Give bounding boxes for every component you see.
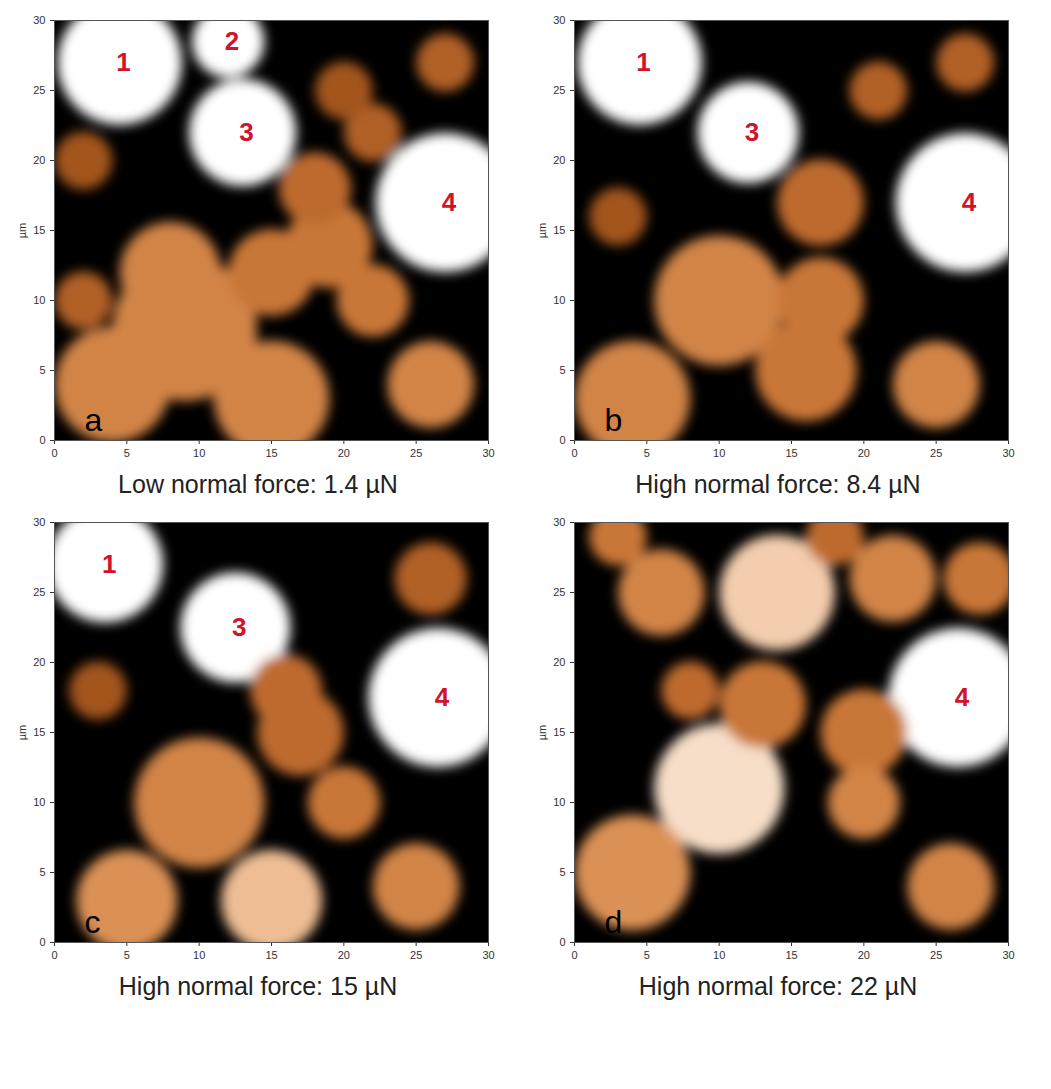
svg-text:0: 0 — [51, 949, 57, 961]
svg-text:20: 20 — [858, 447, 870, 459]
svg-text:5: 5 — [644, 949, 650, 961]
html-text:High normal force: 8.4 µN: High normal force: 8.4 µN — [635, 470, 921, 498]
svg-text:15: 15 — [785, 949, 797, 961]
svg-text:10: 10 — [193, 949, 205, 961]
svg-text:20: 20 — [33, 154, 45, 166]
svg-text:b: b — [605, 402, 623, 438]
svg-text:30: 30 — [1002, 447, 1014, 459]
svg-text:25: 25 — [930, 949, 942, 961]
svg-text:3: 3 — [232, 612, 246, 642]
svg-text:3: 3 — [745, 117, 759, 147]
svg-text:30: 30 — [553, 516, 565, 528]
svg-text:d: d — [605, 904, 623, 940]
svg-text:30: 30 — [1002, 949, 1014, 961]
svg-text:30: 30 — [553, 14, 565, 26]
svg-text:0: 0 — [39, 434, 45, 446]
svg-text:25: 25 — [410, 447, 422, 459]
svg-text:0: 0 — [571, 949, 577, 961]
svg-text:5: 5 — [644, 447, 650, 459]
svg-text:10: 10 — [553, 796, 565, 808]
svg-text:25: 25 — [930, 447, 942, 459]
svg-text:5: 5 — [124, 949, 130, 961]
svg-text:0: 0 — [559, 434, 565, 446]
svg-text:20: 20 — [33, 656, 45, 668]
svg-text:15: 15 — [553, 726, 565, 738]
svg-text:0: 0 — [39, 936, 45, 948]
svg-text:15: 15 — [265, 949, 277, 961]
svg-text:4: 4 — [955, 682, 970, 712]
svg-text:25: 25 — [553, 586, 565, 598]
svg-text:5: 5 — [124, 447, 130, 459]
svg-text:µm: µm — [16, 725, 28, 741]
svg-text:30: 30 — [482, 447, 494, 459]
svg-text:20: 20 — [858, 949, 870, 961]
svg-text:1: 1 — [636, 47, 650, 77]
svg-text:30: 30 — [33, 516, 45, 528]
svg-text:a: a — [85, 402, 103, 438]
svg-text:1: 1 — [116, 47, 130, 77]
svg-text:20: 20 — [338, 949, 350, 961]
html-text:High normal force: 22 µN: High normal force: 22 µN — [638, 972, 918, 1000]
svg-text:15: 15 — [785, 447, 797, 459]
svg-text:5: 5 — [559, 866, 565, 878]
svg-text:0: 0 — [559, 936, 565, 948]
svg-text:20: 20 — [338, 447, 350, 459]
svg-text:20: 20 — [553, 656, 565, 668]
svg-text:10: 10 — [33, 294, 45, 306]
svg-text:c: c — [85, 904, 101, 940]
svg-text:4: 4 — [435, 682, 450, 712]
svg-text:15: 15 — [33, 726, 45, 738]
svg-text:15: 15 — [33, 224, 45, 236]
svg-text:25: 25 — [33, 586, 45, 598]
svg-text:10: 10 — [713, 949, 725, 961]
svg-text:3: 3 — [239, 117, 253, 147]
svg-text:10: 10 — [33, 796, 45, 808]
svg-text:5: 5 — [39, 364, 45, 376]
svg-text:30: 30 — [33, 14, 45, 26]
html-text:Low normal force: 1.4 µN: Low normal force: 1.4 µN — [118, 470, 398, 498]
svg-text:0: 0 — [51, 447, 57, 459]
svg-text:20: 20 — [553, 154, 565, 166]
svg-text:1: 1 — [102, 549, 116, 579]
svg-text:30: 30 — [482, 949, 494, 961]
svg-text:2: 2 — [225, 26, 239, 56]
html-text:High normal force: 15 µN: High normal force: 15 µN — [118, 972, 398, 1000]
svg-text:25: 25 — [553, 84, 565, 96]
svg-text:15: 15 — [553, 224, 565, 236]
svg-text:µm: µm — [16, 223, 28, 239]
svg-text:5: 5 — [39, 866, 45, 878]
svg-text:10: 10 — [713, 447, 725, 459]
svg-text:25: 25 — [410, 949, 422, 961]
svg-text:µm: µm — [536, 725, 548, 741]
svg-text:15: 15 — [265, 447, 277, 459]
svg-text:25: 25 — [33, 84, 45, 96]
svg-text:5: 5 — [559, 364, 565, 376]
svg-text:10: 10 — [193, 447, 205, 459]
svg-text:10: 10 — [553, 294, 565, 306]
svg-text:0: 0 — [571, 447, 577, 459]
svg-text:4: 4 — [962, 187, 977, 217]
svg-text:4: 4 — [442, 187, 457, 217]
svg-text:µm: µm — [536, 223, 548, 239]
